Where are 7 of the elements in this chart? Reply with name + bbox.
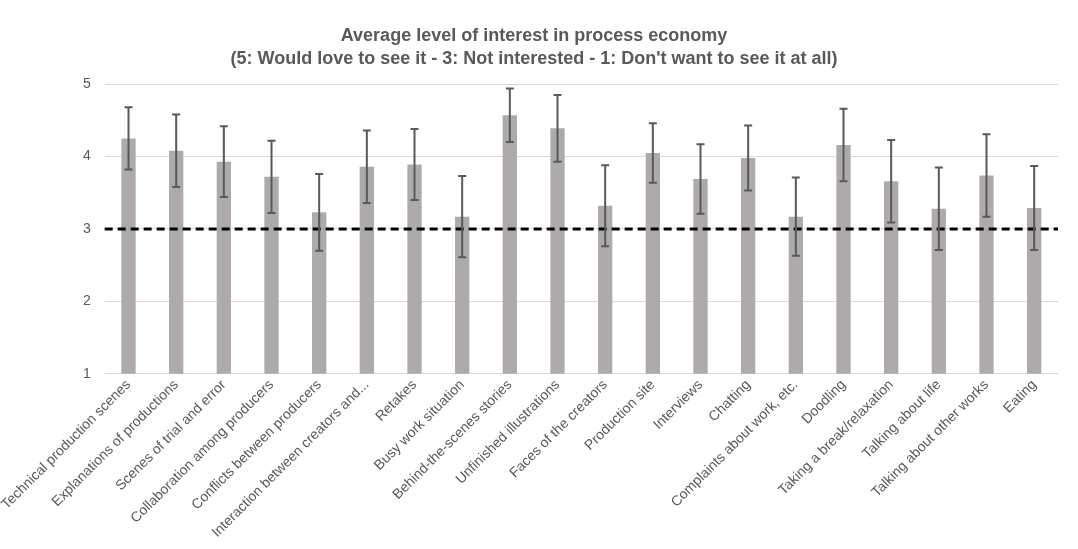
y-tick-label: 1: [82, 364, 91, 381]
y-tick-label: 2: [82, 292, 91, 309]
chart-title: Average level of interest in process economy: [340, 24, 728, 45]
y-tick-label: 4: [82, 147, 91, 164]
y-tick-label: 3: [82, 219, 91, 236]
y-tick-label: 5: [82, 75, 91, 92]
chart-subtitle: (5: Would love to see it - 3: Not interested - 1: Don't want to see it at all): [230, 48, 838, 69]
